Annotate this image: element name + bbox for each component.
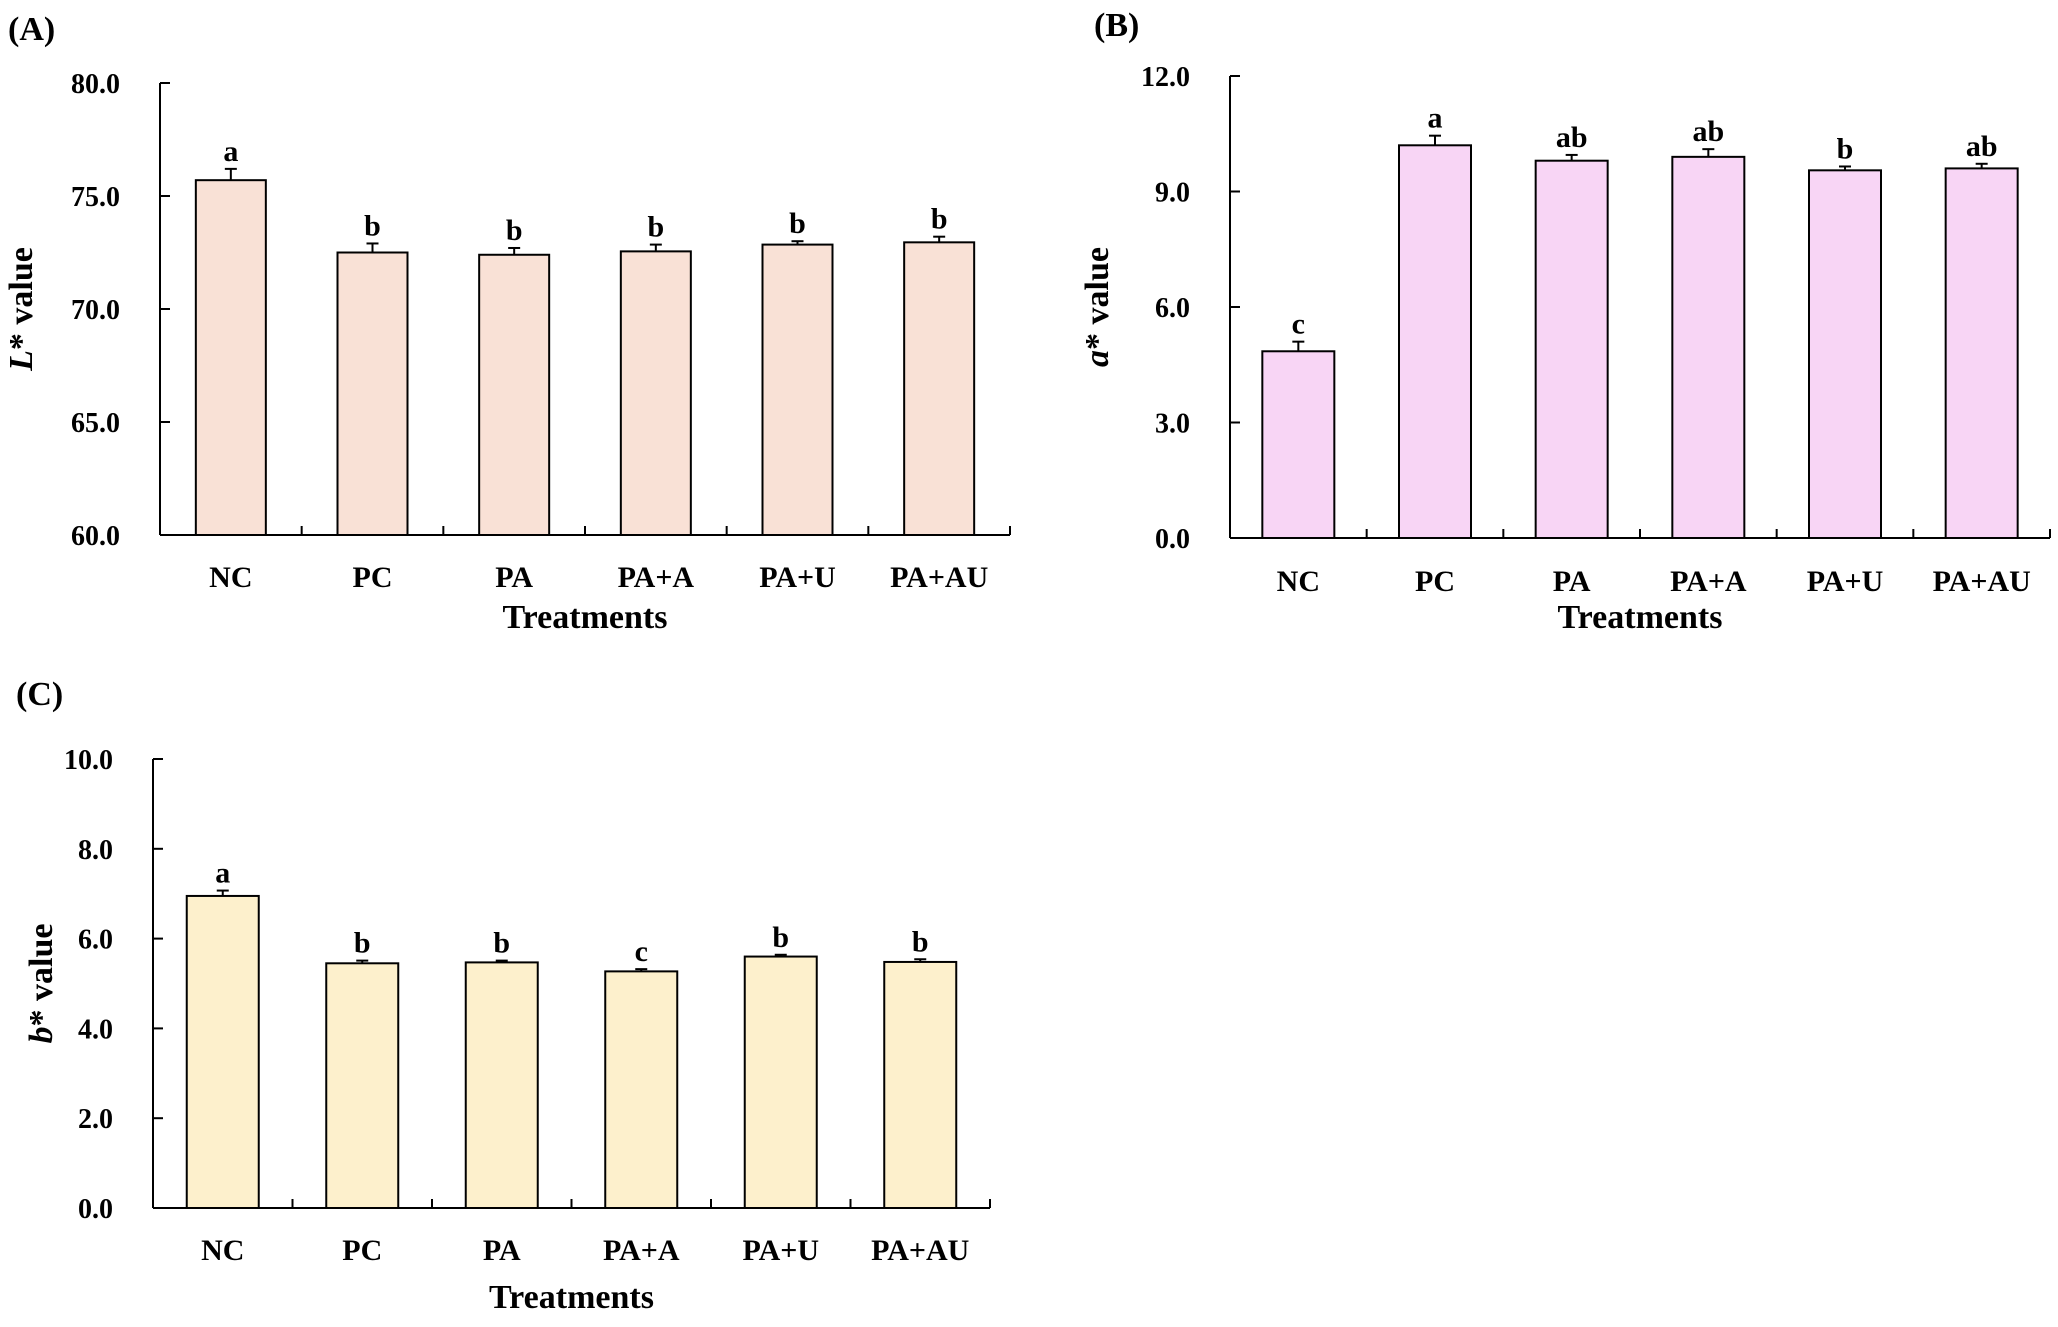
significance-label: b xyxy=(772,921,789,954)
y-axis-title-variable: a xyxy=(1079,350,1116,367)
x-tick-label: PA+AU xyxy=(871,1234,969,1267)
x-tick-label: NC xyxy=(209,561,252,594)
y-axis-title-variable: L xyxy=(3,350,40,372)
significance-label: b xyxy=(647,211,664,244)
bar xyxy=(194,179,267,536)
y-tick-label: 65.0 xyxy=(71,408,120,439)
significance-label: c xyxy=(635,935,648,968)
y-axis-title-suffix: * value xyxy=(3,247,40,350)
x-axis-title: Treatments xyxy=(1558,599,1723,636)
y-axis-title: a* value xyxy=(1079,247,1116,367)
significance-label: ab xyxy=(1966,130,1998,163)
bar xyxy=(464,961,539,1209)
chart-panel-2: (C) 0.0 2.0 4.0 6.0 8.0 10.0 a NC b PC b PA c PA+A b PA+… xyxy=(16,676,991,1316)
significance-label: b xyxy=(493,927,510,960)
y-tick-label: 12.0 xyxy=(1141,62,1190,93)
significance-label: b xyxy=(931,203,948,236)
y-tick-label: 0.0 xyxy=(1155,524,1190,555)
bar xyxy=(619,250,692,536)
significance-label: a xyxy=(215,857,230,890)
y-tick-label: 3.0 xyxy=(1155,409,1190,440)
x-tick-label: PA+U xyxy=(1807,565,1884,598)
bar xyxy=(336,251,409,536)
y-axis-title-suffix: * value xyxy=(1079,247,1116,350)
chart-panel-1: (B) 0.0 3.0 6.0 9.0 12.0 c NC a PC ab PA ab PA+A b PA+U… xyxy=(1079,7,2051,636)
panel-label: (B) xyxy=(1094,7,1139,44)
x-tick-label: PA+AU xyxy=(1933,565,2031,598)
y-tick-label: 0.0 xyxy=(78,1194,113,1225)
x-tick-label: PC xyxy=(1415,565,1455,598)
significance-label: c xyxy=(1292,308,1305,341)
x-axis-title: Treatments xyxy=(489,1279,654,1316)
x-tick-label: PC xyxy=(353,561,393,594)
bar xyxy=(1534,159,1609,539)
significance-label: ab xyxy=(1692,115,1724,148)
y-axis-title-suffix: * value xyxy=(23,924,60,1027)
x-tick-label: NC xyxy=(1277,565,1320,598)
y-tick-label: 6.0 xyxy=(1155,293,1190,324)
y-tick-label: 10.0 xyxy=(64,745,113,776)
significance-label: b xyxy=(789,207,806,240)
bar xyxy=(903,241,976,537)
x-tick-label: NC xyxy=(201,1234,244,1267)
bar xyxy=(185,894,260,1209)
significance-label: b xyxy=(354,927,371,960)
bar xyxy=(743,955,818,1209)
y-tick-label: 70.0 xyxy=(71,295,120,326)
y-tick-label: 9.0 xyxy=(1155,178,1190,209)
significance-label: ab xyxy=(1556,121,1588,154)
bar xyxy=(1808,169,1882,539)
y-tick-label: 8.0 xyxy=(78,835,113,866)
x-tick-label: PA+U xyxy=(759,561,836,594)
significance-label: b xyxy=(364,209,381,242)
y-axis-title: L* value xyxy=(3,247,40,372)
bar xyxy=(1398,144,1472,540)
y-axis-title-variable: b xyxy=(23,1026,60,1043)
bar xyxy=(883,960,958,1209)
y-tick-label: 2.0 xyxy=(78,1104,113,1135)
y-tick-label: 60.0 xyxy=(71,521,120,552)
chart-panel-0: (A) 60.0 65.0 70.0 75.0 80.0 a NC b PC b PA b PA+A b PA… xyxy=(3,11,1011,636)
bar xyxy=(604,970,679,1210)
panel-label: (A) xyxy=(8,11,55,48)
y-axis-title: b* value xyxy=(23,924,60,1044)
bar xyxy=(1671,155,1746,539)
panel-label: (C) xyxy=(16,676,63,713)
significance-label: a xyxy=(223,135,238,168)
y-tick-label: 75.0 xyxy=(71,182,120,213)
bar xyxy=(1944,167,2019,539)
x-tick-label: PA xyxy=(483,1234,521,1267)
bar xyxy=(325,962,400,1209)
significance-label: b xyxy=(912,925,929,958)
x-tick-label: PA+A xyxy=(618,561,695,594)
x-tick-label: PA+AU xyxy=(890,561,988,594)
x-tick-label: PA xyxy=(1553,565,1591,598)
x-tick-label: PA xyxy=(495,561,533,594)
y-tick-label: 80.0 xyxy=(71,69,120,100)
significance-label: a xyxy=(1428,102,1443,135)
bar xyxy=(478,253,551,536)
bar xyxy=(1261,350,1336,539)
x-axis-title: Treatments xyxy=(503,599,668,636)
x-tick-label: PA+A xyxy=(603,1234,680,1267)
y-tick-label: 4.0 xyxy=(78,1014,113,1045)
significance-label: b xyxy=(506,214,523,247)
x-tick-label: PA+A xyxy=(1670,565,1747,598)
bar xyxy=(761,243,834,536)
y-tick-label: 6.0 xyxy=(78,925,113,956)
x-tick-label: PC xyxy=(342,1234,382,1267)
significance-label: b xyxy=(1837,132,1854,165)
x-tick-label: PA+U xyxy=(742,1234,819,1267)
